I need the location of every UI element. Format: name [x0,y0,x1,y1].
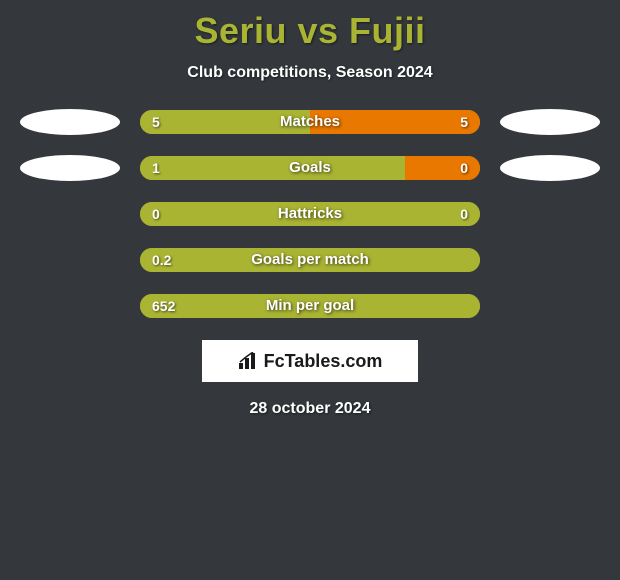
stat-row: 1 0 Goals [0,156,620,180]
stat-bar: 652 Min per goal [140,294,480,318]
comparison-chart: 5 5 Matches 1 0 Goals 0 0 Hattricks 0.2 Goals per … [0,110,620,318]
stat-row: 5 5 Matches [0,110,620,134]
stat-label: Goals [289,156,331,180]
stat-value-left: 0.2 [152,248,171,272]
logo-text: FcTables.com [264,351,383,372]
bar-fill-right [405,156,480,180]
fctables-logo: FcTables.com [238,351,383,372]
stat-bar: 0.2 Goals per match [140,248,480,272]
player-left-avatar [20,155,120,181]
page-subtitle: Club competitions, Season 2024 [0,64,620,82]
stat-label: Min per goal [266,294,354,318]
stat-label: Hattricks [278,202,342,226]
stat-value-left: 652 [152,294,175,318]
page-title: Seriu vs Fujii [0,0,620,52]
stat-bar: 5 5 Matches [140,110,480,134]
stat-bar: 0 0 Hattricks [140,202,480,226]
stat-value-left: 0 [152,202,160,226]
date-label: 28 october 2024 [0,400,620,418]
bar-fill-left [140,156,405,180]
stat-value-right: 0 [460,156,468,180]
stat-label: Matches [280,110,340,134]
player-left-avatar [20,109,120,135]
stat-row: 652 Min per goal [0,294,620,318]
stat-value-left: 5 [152,110,160,134]
logo-box: FcTables.com [202,340,418,382]
stat-row: 0.2 Goals per match [0,248,620,272]
player-right-avatar [500,155,600,181]
stat-value-right: 5 [460,110,468,134]
stat-value-left: 1 [152,156,160,180]
stat-bar: 1 0 Goals [140,156,480,180]
stat-label: Goals per match [251,248,369,272]
stat-value-right: 0 [460,202,468,226]
player-right-avatar [500,109,600,135]
bars-icon [238,352,260,370]
stat-row: 0 0 Hattricks [0,202,620,226]
